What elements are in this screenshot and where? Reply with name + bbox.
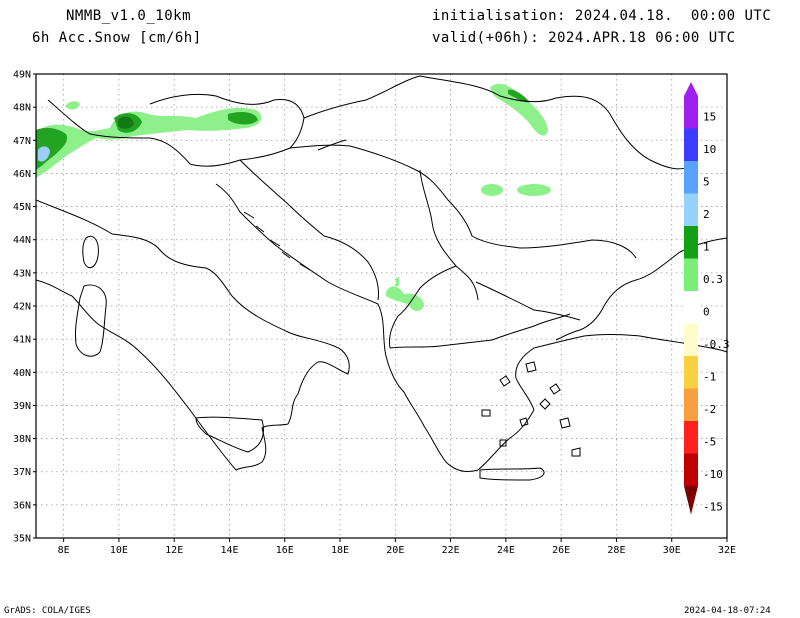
render-timestamp: 2024-04-18-07:24 — [684, 606, 771, 616]
lat-tick-label: 43N — [13, 268, 31, 279]
grads-credit: GrADS: COLA/IGES — [4, 606, 91, 616]
model-name: NMMB_v1.0_10km — [66, 8, 192, 24]
lon-tick-label: 30E — [663, 545, 681, 556]
colorbar-segment — [684, 356, 698, 389]
colorbar-segment — [684, 291, 698, 324]
field-name: 6h Acc.Snow [cm/6h] — [32, 30, 202, 46]
lon-tick-label: 12E — [165, 545, 183, 556]
colorbar-label: 15 — [703, 111, 716, 124]
latitude-labels: 35N 36N 37N 38N 39N 40N 41N 42N 43N 44N 45N 46N 47N 4… — [13, 70, 36, 545]
snow-field-alps — [36, 101, 262, 178]
lon-tick-label: 14E — [220, 545, 238, 556]
colorbar-segment — [684, 421, 698, 454]
lat-tick-label: 38N — [13, 434, 31, 445]
snow-field-albania — [386, 277, 424, 312]
colorbar-segment — [684, 258, 698, 291]
colorbar-segment — [684, 226, 698, 259]
gridlines — [36, 74, 727, 538]
lon-tick-label: 10E — [110, 545, 128, 556]
colorbar-bottom-arrow — [684, 486, 698, 515]
lon-tick-label: 28E — [607, 545, 625, 556]
colorbar-label: 0.3 — [703, 273, 723, 286]
colorbar-label: -2 — [703, 403, 716, 416]
lat-tick-label: 49N — [13, 70, 31, 81]
colorbar-segment — [684, 193, 698, 226]
lon-tick-label: 20E — [386, 545, 404, 556]
lon-tick-label: 16E — [276, 545, 294, 556]
colorbar-segment — [684, 323, 698, 356]
colorbar-segment — [684, 453, 698, 486]
colorbar-top-arrow — [684, 82, 698, 96]
snow-field-east-balkans — [481, 184, 551, 196]
longitude-labels: 8E 10E 12E 14E 16E 18E 20E 22E 24E 26E 28E 30E 32E — [58, 538, 736, 556]
lon-tick-label: 32E — [718, 545, 736, 556]
lat-tick-label: 42N — [13, 302, 31, 313]
colorbar-label: 5 — [703, 176, 710, 189]
init-time: initialisation: 2024.04.18. 00:00 UTC — [432, 8, 772, 24]
colorbar-label: -5 — [703, 436, 716, 449]
lat-tick-label: 47N — [13, 136, 31, 147]
colorbar-segment — [684, 161, 698, 194]
colorbar-segment — [684, 96, 698, 129]
lat-tick-label: 44N — [13, 235, 31, 246]
lon-tick-label: 8E — [58, 545, 70, 556]
lat-tick-label: 37N — [13, 467, 31, 478]
lat-tick-label: 41N — [13, 335, 31, 346]
colorbar-label: -0.3 — [703, 338, 730, 351]
lat-tick-label: 39N — [13, 401, 31, 412]
colorbar-segment — [684, 388, 698, 421]
valid-time: valid(+06h): 2024.APR.18 06:00 UTC — [432, 30, 736, 46]
lat-tick-label: 48N — [13, 103, 31, 114]
lat-tick-label: 46N — [13, 169, 31, 180]
colorbar-label: 1 — [703, 241, 710, 254]
lat-tick-label: 45N — [13, 202, 31, 213]
colorbar-segment — [684, 128, 698, 161]
lat-tick-label: 35N — [13, 534, 31, 545]
colorbar-label: -10 — [703, 468, 723, 481]
colorbar-label: 0 — [703, 306, 710, 319]
colorbar: 15 10 5 2 1 0.3 0 -0.3 -1 -2 -5 -10 -15 — [684, 82, 730, 515]
lat-tick-label: 40N — [13, 368, 31, 379]
colorbar-label: 2 — [703, 208, 710, 221]
colorbar-label: -1 — [703, 371, 716, 384]
colorbar-label: 10 — [703, 143, 716, 156]
snow-field-carpathians — [490, 83, 548, 136]
colorbar-label: -15 — [703, 501, 723, 514]
lon-tick-label: 26E — [552, 545, 570, 556]
lat-tick-label: 36N — [13, 500, 31, 511]
coastlines — [36, 75, 727, 481]
lon-tick-label: 22E — [442, 545, 460, 556]
lon-tick-label: 24E — [497, 545, 515, 556]
lon-tick-label: 18E — [331, 545, 349, 556]
